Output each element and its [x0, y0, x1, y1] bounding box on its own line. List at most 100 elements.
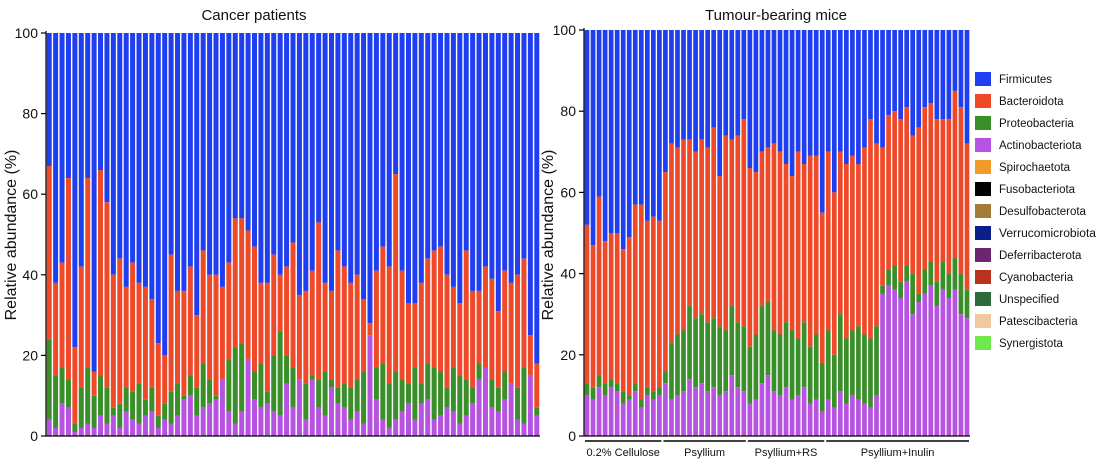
bar-firmicutes-segment [502, 33, 508, 271]
bar-bacteroidota-segment [136, 282, 142, 384]
bar-firmicutes-segment [717, 30, 723, 177]
bar-firmicutes-segment [85, 33, 91, 179]
bar-actinobacteriota-segment [98, 415, 104, 436]
bar-bacteroidota-segment [608, 233, 614, 380]
bar-actinobacteriota-segment [874, 395, 879, 436]
bar-firmicutes-segment [200, 33, 206, 251]
bar-bacteroidota-segment [783, 163, 789, 323]
bar-bacteroidota-segment [290, 242, 296, 368]
bar-bacteroidota-segment [934, 119, 940, 282]
bar-actinobacteriota-segment [386, 427, 392, 436]
bar-actinobacteriota-segment [916, 302, 922, 436]
bar-proteobacteria-segment [386, 383, 392, 428]
bar-bacteroidota-segment [850, 155, 855, 331]
bar-actinobacteriota-segment [78, 427, 84, 436]
bar-actinobacteriota-segment [638, 407, 644, 436]
bar-actinobacteriota-segment [495, 411, 501, 436]
bar-actinobacteriota-segment [226, 411, 232, 436]
bar-bacteroidota-segment [85, 178, 91, 368]
bar-proteobacteria-segment [457, 375, 463, 424]
bar-proteobacteria-segment [226, 359, 232, 412]
bar-actinobacteriota-segment [699, 383, 704, 436]
bar-actinobacteriota-segment [644, 395, 650, 436]
bar-actinobacteriota-segment [213, 399, 219, 436]
bar-proteobacteria-segment [602, 383, 608, 396]
bar-firmicutes-segment [489, 33, 495, 279]
bar-actinobacteriota-segment [850, 395, 855, 436]
bar-firmicutes-segment [168, 33, 174, 255]
bar-actinobacteriota-segment [438, 415, 444, 436]
bar-bacteroidota-segment [904, 107, 910, 266]
bar-actinobacteriota-segment [892, 289, 897, 436]
bar-firmicutes-segment [705, 30, 710, 148]
bar-actinobacteriota-segment [322, 415, 328, 436]
bar-proteobacteria-segment [958, 273, 964, 315]
bar-actinobacteriota-segment [405, 403, 411, 436]
bar-proteobacteria-segment [825, 330, 831, 400]
bar-actinobacteriota-segment [264, 403, 270, 436]
bar-firmicutes-segment [425, 33, 431, 259]
bar-actinobacteriota-segment [669, 399, 674, 436]
bar-actinobacteriota-segment [316, 407, 322, 436]
bar-actinobacteriota-segment [46, 419, 52, 436]
bar-actinobacteriota-segment [675, 395, 680, 436]
bar-firmicutes-segment [638, 30, 644, 205]
bar-bacteroidota-segment [46, 165, 52, 340]
bar-bacteroidota-segment [886, 115, 891, 270]
bar-actinobacteriota-segment [651, 399, 656, 436]
bar-actinobacteriota-segment [200, 407, 206, 436]
bar-firmicutes-segment [175, 33, 181, 291]
bar-proteobacteria-segment [110, 407, 116, 416]
bar-actinobacteriota-segment [354, 411, 360, 436]
bar-bacteroidota-segment [162, 355, 168, 404]
bar-actinobacteriota-segment [534, 415, 540, 436]
bar-firmicutes-segment [450, 33, 456, 287]
bar-firmicutes-segment [741, 30, 747, 120]
bar-proteobacteria-segment [130, 391, 136, 420]
bar-firmicutes-segment [438, 33, 444, 247]
bar-proteobacteria-segment [910, 273, 916, 315]
bar-proteobacteria-segment [922, 269, 928, 294]
bar-actinobacteriota-segment [489, 407, 495, 436]
bar-firmicutes-segment [110, 33, 116, 275]
bar-firmicutes-segment [850, 30, 855, 156]
bar-firmicutes-segment [412, 33, 418, 304]
bar-firmicutes-segment [940, 30, 946, 120]
bar-actinobacteriota-segment [328, 387, 334, 436]
bar-actinobacteriota-segment [747, 403, 753, 436]
bar-actinobacteriota-segment [117, 427, 123, 436]
bar-actinobacteriota-segment [470, 403, 476, 436]
bar-actinobacteriota-segment [602, 395, 608, 436]
bar-actinobacteriota-segment [149, 411, 155, 436]
bar-bacteroidota-segment [663, 172, 668, 372]
bar-actinobacteriota-segment [783, 387, 789, 436]
bar-firmicutes-segment [123, 33, 129, 287]
bar-bacteroidota-segment [892, 111, 897, 266]
legend-label: Deferribacterota [999, 250, 1082, 262]
bar-bacteroidota-segment [264, 282, 270, 392]
bar-firmicutes-segment [431, 33, 437, 251]
bar-proteobacteria-segment [521, 367, 527, 424]
bar-proteobacteria-segment [207, 379, 213, 404]
bar-firmicutes-segment [284, 33, 290, 267]
bar-proteobacteria-segment [239, 343, 245, 412]
bar-actinobacteriota-segment [880, 293, 885, 436]
bar-proteobacteria-segment [759, 306, 765, 384]
bar-bacteroidota-segment [104, 202, 110, 388]
legend-swatch [975, 116, 991, 130]
bar-bacteroidota-segment [386, 266, 392, 384]
bar-firmicutes-segment [457, 33, 463, 304]
bar-bacteroidota-segment [626, 237, 632, 396]
bar-bacteroidota-segment [316, 222, 322, 380]
bar-bacteroidota-segment [964, 143, 970, 290]
bar-bacteroidota-segment [515, 274, 521, 388]
bar-proteobacteria-segment [450, 367, 456, 412]
bar-firmicutes-segment [149, 33, 155, 299]
bar-actinobacteriota-segment [245, 359, 251, 436]
bar-firmicutes-segment [723, 30, 729, 136]
bar-bacteroidota-segment [239, 218, 245, 344]
legend-swatch [975, 292, 991, 306]
bar-actinobacteriota-segment [476, 379, 482, 436]
bar-firmicutes-segment [916, 30, 922, 128]
